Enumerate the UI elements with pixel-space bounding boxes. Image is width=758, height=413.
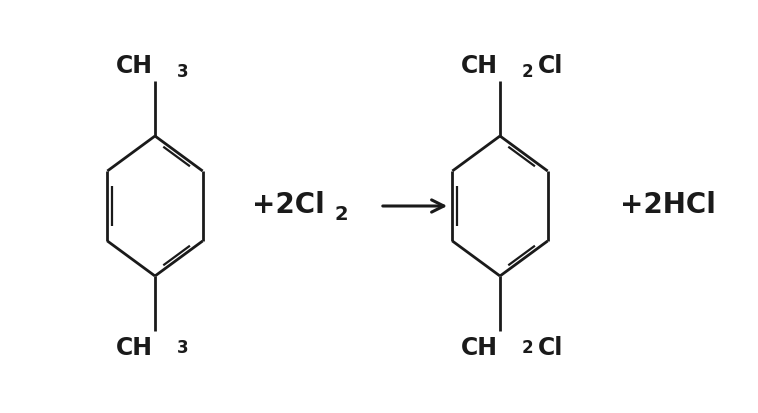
Text: 2: 2 — [335, 205, 349, 224]
Text: +2Cl: +2Cl — [252, 190, 325, 218]
Text: 2: 2 — [522, 338, 534, 356]
Text: CH: CH — [116, 54, 153, 78]
Text: 3: 3 — [177, 63, 189, 81]
Text: 3: 3 — [177, 338, 189, 356]
Text: CH: CH — [461, 335, 498, 359]
Text: Cl: Cl — [538, 54, 563, 78]
Text: CH: CH — [116, 335, 153, 359]
Text: 2: 2 — [522, 63, 534, 81]
Text: +2HCl: +2HCl — [620, 190, 716, 218]
Text: Cl: Cl — [538, 335, 563, 359]
Text: CH: CH — [461, 54, 498, 78]
